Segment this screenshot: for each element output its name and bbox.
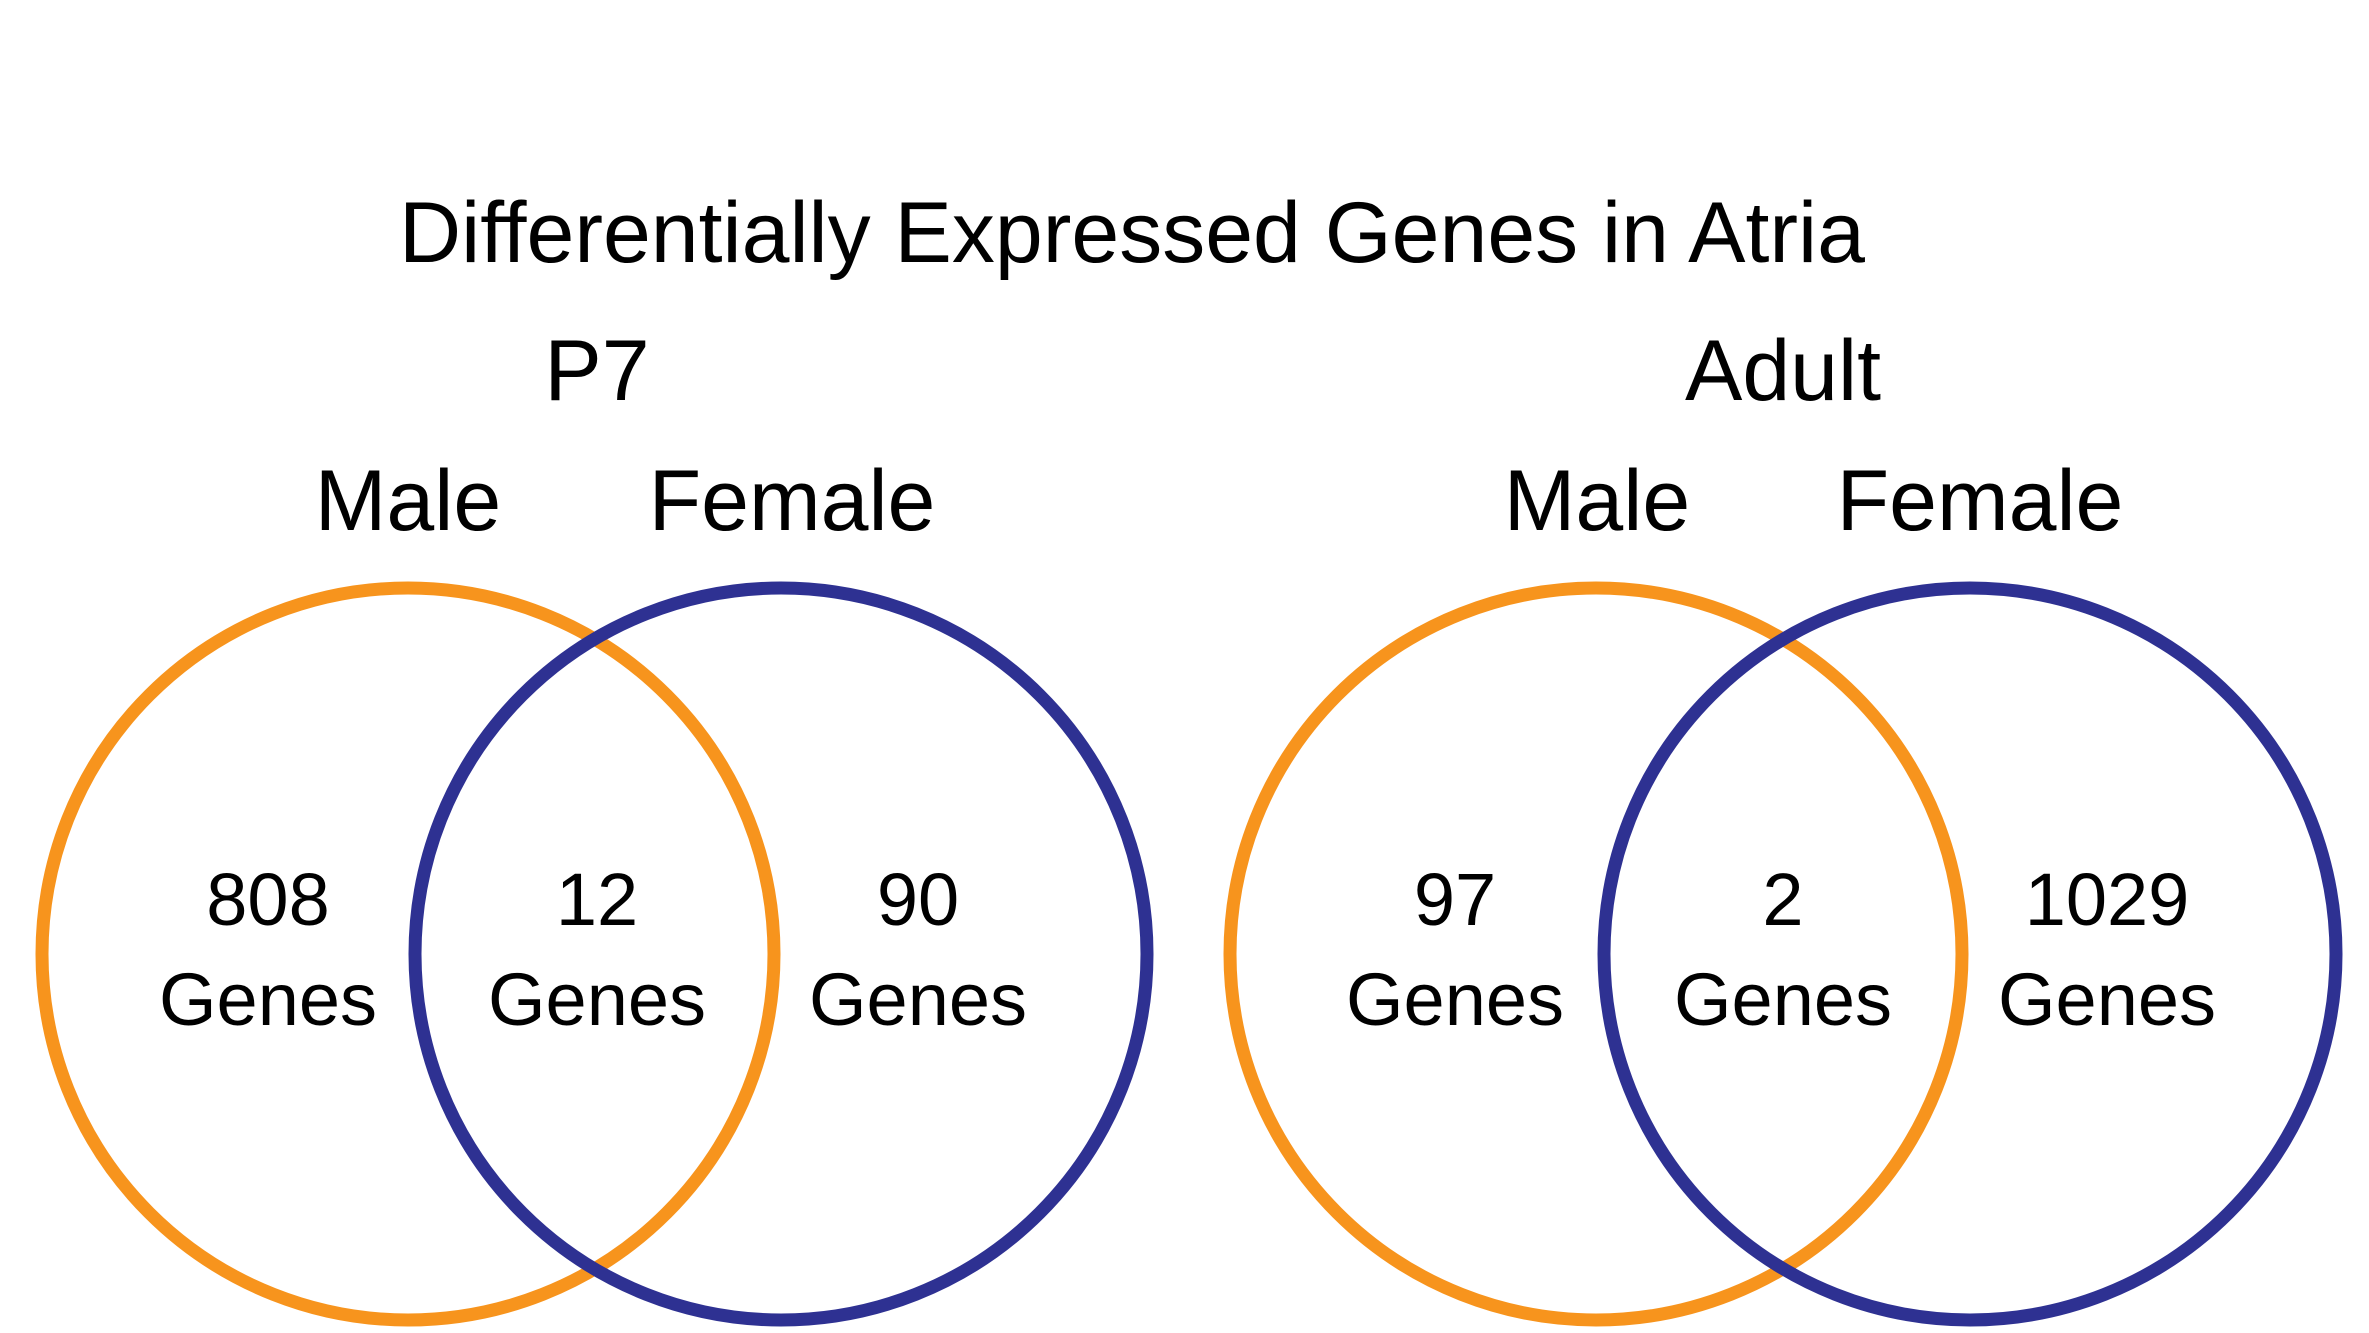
female-only-count: 90 (877, 858, 959, 941)
venn-panel-adult: Adult Male Female 97 Genes 2 Genes 1029 … (1223, 323, 2343, 1327)
set-label-female: Female (1837, 453, 2124, 549)
overlap-count: 2 (1762, 858, 1803, 941)
female-set-circle (1597, 581, 2343, 1327)
male-only-unit: Genes (1346, 958, 1564, 1041)
overlap-unit: Genes (488, 958, 706, 1041)
panel-title: P7 (544, 323, 649, 419)
overlap-unit: Genes (1674, 958, 1892, 1041)
male-only-count: 97 (1414, 858, 1496, 941)
female-only-unit: Genes (1998, 958, 2216, 1041)
figure-title: Differentially Expressed Genes in Atria (399, 185, 1865, 281)
overlap-count: 12 (556, 858, 638, 941)
set-label-male: Male (315, 453, 501, 549)
set-label-male: Male (1504, 453, 1690, 549)
female-set-circle (408, 581, 1154, 1327)
female-only-unit: Genes (809, 958, 1027, 1041)
male-only-count: 808 (206, 858, 329, 941)
panel-title: Adult (1685, 323, 1881, 419)
male-set-circle (35, 581, 781, 1327)
female-only-count: 1029 (2025, 858, 2190, 941)
male-set-circle (1223, 581, 1969, 1327)
male-only-unit: Genes (159, 958, 377, 1041)
venn-panel-p7: P7 Male Female 808 Genes 12 Genes 90 Gen… (35, 323, 1154, 1327)
set-label-female: Female (649, 453, 936, 549)
